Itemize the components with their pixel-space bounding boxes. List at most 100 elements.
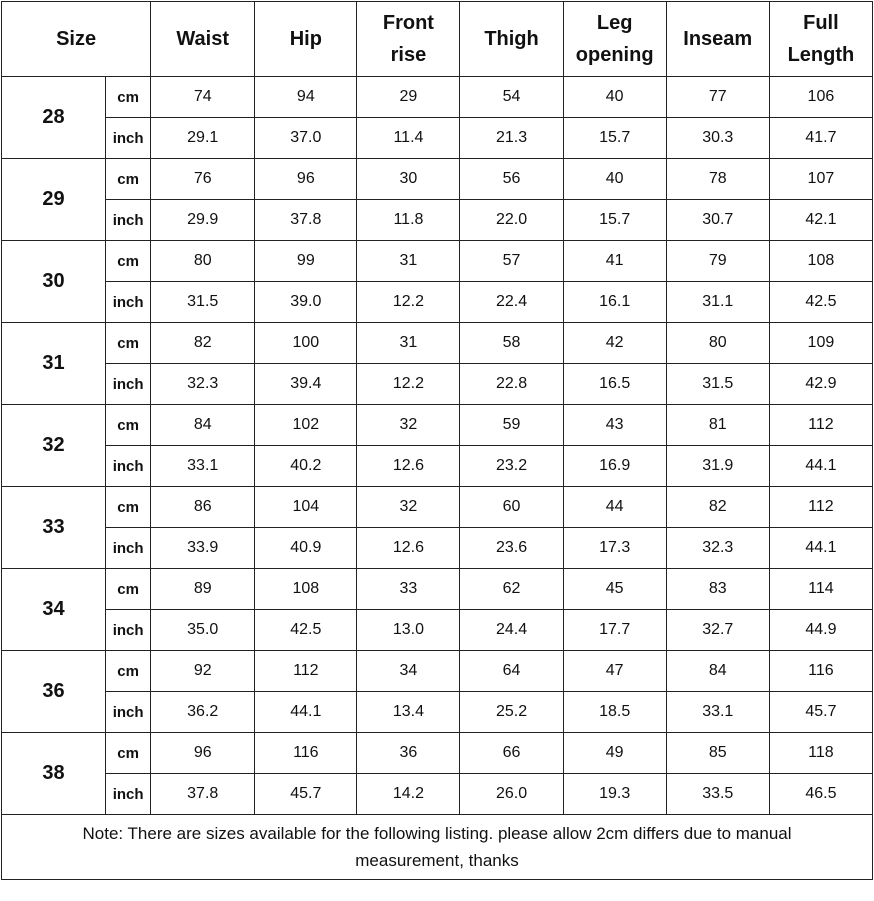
measurement-cell: 45 [562, 568, 667, 610]
measurement-cell: 31.5 [150, 281, 256, 323]
header-full-length: Full Length [768, 1, 874, 77]
measurement-cell: 31 [356, 322, 461, 364]
header-front-rise: Front rise [356, 1, 461, 77]
table-row: inch 31.5 39.0 12.2 22.4 16.1 31.1 42.5 [2, 281, 874, 323]
measurement-cell: 112 [768, 404, 874, 446]
measurement-cell: 33.1 [665, 691, 770, 733]
header-thigh: Thigh [459, 1, 564, 77]
measurement-cell: 42.5 [254, 609, 358, 651]
table-row: 36 cm 92 112 34 64 47 84 116 [0, 650, 874, 733]
measurement-cell: 23.2 [459, 445, 564, 487]
measurement-cell: 17.3 [562, 527, 667, 569]
measurement-cell: 89 [150, 568, 256, 610]
measurement-cell: 100 [254, 322, 358, 364]
measurement-cell: 16.5 [562, 363, 667, 405]
note-text: Note: There are sizes available for the … [1, 814, 873, 880]
measurement-cell: 84 [665, 650, 770, 692]
measurement-cell: 44.1 [768, 445, 874, 487]
unit-label: cm [105, 650, 152, 692]
measurement-cell: 42.9 [768, 363, 874, 405]
measurement-cell: 25.2 [459, 691, 564, 733]
measurement-cell: 81 [665, 404, 770, 446]
measurement-cell: 96 [254, 158, 358, 200]
measurement-cell: 35.0 [150, 609, 256, 651]
measurement-cell: 45.7 [254, 773, 358, 815]
measurement-cell: 60 [459, 486, 564, 528]
measurement-cell: 37.8 [150, 773, 256, 815]
measurement-cell: 40.2 [254, 445, 358, 487]
measurement-cell: 99 [254, 240, 358, 282]
unit-label: cm [105, 322, 152, 364]
measurement-cell: 80 [665, 322, 770, 364]
measurement-cell: 109 [768, 322, 874, 364]
size-label: 32 [0, 404, 107, 487]
size-label: 31 [0, 322, 107, 405]
measurement-cell: 32.7 [665, 609, 770, 651]
measurement-cell: 32.3 [150, 363, 256, 405]
table-row: 29 cm 76 96 30 56 40 78 107 [0, 158, 874, 241]
measurement-cell: 96 [150, 732, 256, 774]
header-inseam: Inseam [665, 1, 770, 77]
size-chart-table: Size Waist Hip Front rise Thigh Leg opening I… [0, 1, 874, 880]
measurement-cell: 79 [665, 240, 770, 282]
measurement-cell: 21.3 [459, 117, 564, 159]
measurement-cell: 114 [768, 568, 874, 610]
measurement-cell: 45.7 [768, 691, 874, 733]
unit-label: inch [105, 609, 152, 651]
measurement-cell: 32.3 [665, 527, 770, 569]
measurement-cell: 36 [356, 732, 461, 774]
unit-label: inch [105, 445, 152, 487]
measurement-cell: 85 [665, 732, 770, 774]
measurement-cell: 31.5 [665, 363, 770, 405]
measurement-cell: 42.5 [768, 281, 874, 323]
measurement-cell: 15.7 [562, 117, 667, 159]
measurement-cell: 31.1 [665, 281, 770, 323]
unit-label: inch [105, 691, 152, 733]
unit-label: cm [105, 76, 152, 118]
header-row: Size Waist Hip Front rise Thigh Leg opening I… [0, 1, 874, 77]
size-label: 34 [0, 568, 107, 651]
header-leg-opening: Leg opening [562, 1, 667, 77]
unit-label: inch [105, 281, 152, 323]
measurement-cell: 40.9 [254, 527, 358, 569]
measurement-cell: 82 [665, 486, 770, 528]
unit-label: inch [105, 773, 152, 815]
table-row: 31 cm 82 100 31 58 42 80 109 [0, 322, 874, 405]
size-label: 36 [0, 650, 107, 733]
unit-label: inch [105, 527, 152, 569]
measurement-cell: 92 [150, 650, 256, 692]
measurement-cell: 39.0 [254, 281, 358, 323]
measurement-cell: 116 [768, 650, 874, 692]
measurement-cell: 29 [356, 76, 461, 118]
measurement-cell: 78 [665, 158, 770, 200]
measurement-cell: 37.8 [254, 199, 358, 241]
table-row: 28 cm 74 94 29 54 40 77 106 [0, 76, 874, 159]
measurement-cell: 30.3 [665, 117, 770, 159]
measurement-cell: 18.5 [562, 691, 667, 733]
measurement-cell: 64 [459, 650, 564, 692]
measurement-cell: 116 [254, 732, 358, 774]
measurement-cell: 33.5 [665, 773, 770, 815]
measurement-cell: 41.7 [768, 117, 874, 159]
size-label: 28 [0, 76, 107, 159]
measurement-cell: 86 [150, 486, 256, 528]
unit-label: inch [105, 199, 152, 241]
measurement-cell: 39.4 [254, 363, 358, 405]
measurement-cell: 43 [562, 404, 667, 446]
measurement-cell: 19.3 [562, 773, 667, 815]
measurement-cell: 33.9 [150, 527, 256, 569]
measurement-cell: 32 [356, 404, 461, 446]
measurement-cell: 31 [356, 240, 461, 282]
measurement-cell: 112 [768, 486, 874, 528]
size-label: 33 [0, 486, 107, 569]
unit-label: cm [105, 158, 152, 200]
measurement-cell: 49 [562, 732, 667, 774]
measurement-cell: 44.1 [768, 527, 874, 569]
measurement-cell: 17.7 [562, 609, 667, 651]
measurement-cell: 36.2 [150, 691, 256, 733]
measurement-cell: 66 [459, 732, 564, 774]
table-row: inch 29.9 37.8 11.8 22.0 15.7 30.7 42.1 [2, 199, 874, 241]
measurement-cell: 56 [459, 158, 564, 200]
measurement-cell: 106 [768, 76, 874, 118]
measurement-cell: 58 [459, 322, 564, 364]
